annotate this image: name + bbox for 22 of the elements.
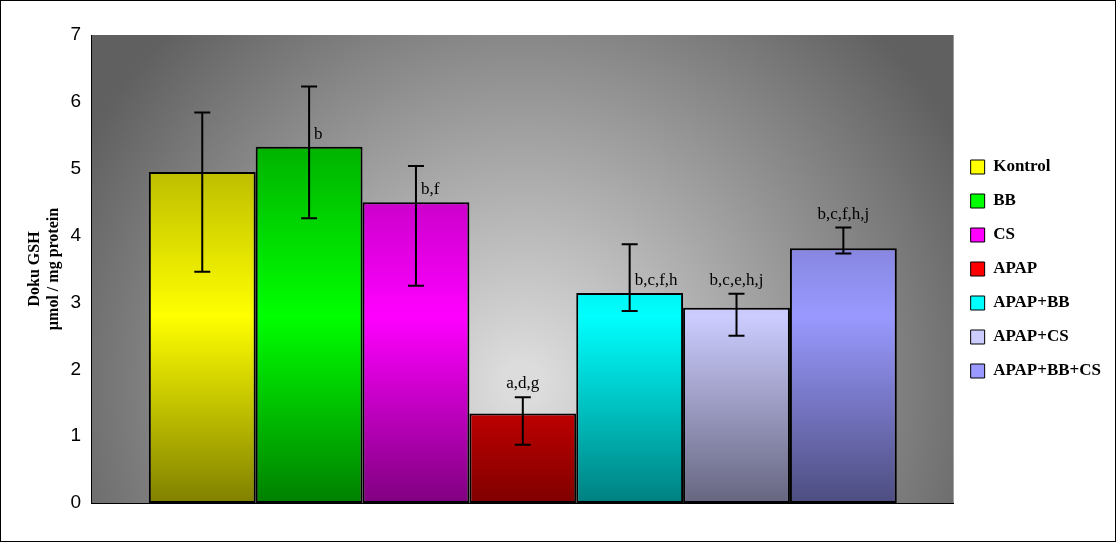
y-tick-label: 4: [70, 223, 82, 245]
y-tick-label: 5: [70, 156, 81, 178]
y-tick-label: 0: [70, 491, 81, 513]
data-label: a,d,g: [506, 373, 540, 393]
data-label: b,f: [420, 179, 440, 199]
y-axis-title: Doku GSH µmol / mg protein: [24, 207, 62, 331]
y-tick-label: 7: [70, 23, 81, 45]
legend-label: BB: [993, 190, 1016, 210]
data-label: b,c,f,h,j: [817, 203, 870, 223]
y-tick-label: 3: [70, 290, 81, 312]
data-label: b,c,e,h,j: [709, 269, 764, 289]
legend-label: APAP+BB+CS: [993, 360, 1101, 380]
legend-label: APAP: [993, 258, 1038, 278]
legend-label: APAP+BB: [993, 292, 1070, 312]
legend-label: CS: [993, 224, 1015, 244]
y-tick-label: 2: [70, 357, 81, 379]
legend-label: Kontrol: [993, 156, 1051, 176]
legend-label: APAP+CS: [993, 326, 1069, 346]
data-label: b: [314, 123, 323, 143]
data-label: b,c,f,h: [634, 270, 679, 290]
y-tick-label: 1: [70, 424, 81, 446]
y-tick-label: 6: [70, 90, 81, 112]
